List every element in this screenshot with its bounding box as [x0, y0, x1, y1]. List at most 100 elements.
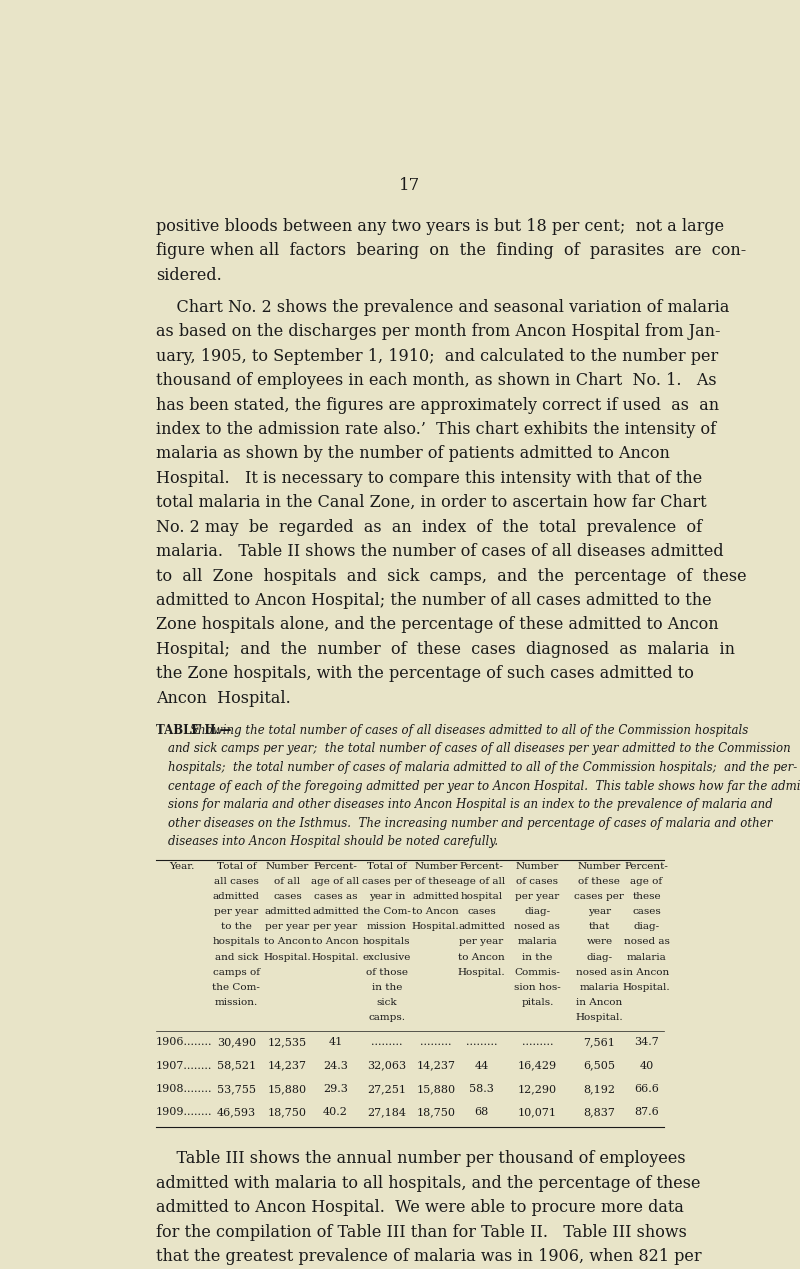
Text: Table III shows the annual number per thousand of employees: Table III shows the annual number per th… — [156, 1151, 686, 1167]
Text: malaria: malaria — [626, 953, 666, 962]
Text: 8,192: 8,192 — [583, 1084, 615, 1094]
Text: Year.: Year. — [170, 862, 195, 871]
Text: in Ancon: in Ancon — [576, 997, 622, 1008]
Text: Percent-: Percent- — [460, 862, 503, 871]
Text: that the greatest prevalence of malaria was in 1906, when 821 per: that the greatest prevalence of malaria … — [156, 1249, 702, 1265]
Text: malaria: malaria — [579, 983, 619, 992]
Text: the Zone hospitals, with the percentage of such cases admitted to: the Zone hospitals, with the percentage … — [156, 665, 694, 683]
Text: admitted: admitted — [264, 907, 311, 916]
Text: 14,237: 14,237 — [268, 1061, 307, 1071]
Text: diag-: diag- — [524, 907, 550, 916]
Text: of all: of all — [274, 877, 301, 886]
Text: to Ancon: to Ancon — [312, 938, 359, 947]
Text: and sick camps per year;  the total number of cases of all diseases per year adm: and sick camps per year; the total numbe… — [168, 742, 791, 755]
Text: in the: in the — [522, 953, 553, 962]
Text: 68: 68 — [474, 1108, 489, 1118]
Text: 32,063: 32,063 — [367, 1061, 406, 1071]
Text: nosed as: nosed as — [514, 923, 560, 931]
Text: admitted with malaria to all hospitals, and the percentage of these: admitted with malaria to all hospitals, … — [156, 1175, 700, 1192]
Text: 27,251: 27,251 — [367, 1084, 406, 1094]
Text: as based on the discharges per month from Ancon Hospital from Jan-: as based on the discharges per month fro… — [156, 324, 720, 340]
Text: camps.: camps. — [368, 1013, 406, 1022]
Text: 30,490: 30,490 — [217, 1037, 256, 1047]
Text: sions for malaria and other diseases into Ancon Hospital is an index to the prev: sions for malaria and other diseases int… — [168, 798, 773, 811]
Text: .........: ......... — [522, 1037, 553, 1047]
Text: TABLE II.—: TABLE II.— — [156, 723, 231, 737]
Text: 66.6: 66.6 — [634, 1084, 659, 1094]
Text: Commis-: Commis- — [514, 968, 560, 977]
Text: 58.3: 58.3 — [469, 1084, 494, 1094]
Text: the Com-: the Com- — [363, 907, 410, 916]
Text: Showing the total number of cases of all diseases admitted to all of the Commiss: Showing the total number of cases of all… — [190, 723, 748, 737]
Text: 1909........: 1909........ — [156, 1108, 212, 1118]
Text: 16,429: 16,429 — [518, 1061, 557, 1071]
Text: cases per: cases per — [574, 892, 624, 901]
Text: diag-: diag- — [634, 923, 659, 931]
Text: per year: per year — [266, 923, 310, 931]
Text: uary, 1905, to September 1, 1910;  and calculated to the number per: uary, 1905, to September 1, 1910; and ca… — [156, 348, 718, 364]
Text: Total of: Total of — [217, 862, 256, 871]
Text: Number: Number — [414, 862, 458, 871]
Text: 29.3: 29.3 — [323, 1084, 348, 1094]
Text: all cases: all cases — [214, 877, 259, 886]
Text: 46,593: 46,593 — [217, 1108, 256, 1118]
Text: cases per: cases per — [362, 877, 412, 886]
Text: 18,750: 18,750 — [416, 1108, 455, 1118]
Text: Hospital.: Hospital. — [458, 968, 506, 977]
Text: mission: mission — [366, 923, 406, 931]
Text: No. 2 may  be  regarded  as  an  index  of  the  total  prevalence  of: No. 2 may be regarded as an index of the… — [156, 519, 702, 536]
Text: to  all  Zone  hospitals  and  sick  camps,  and  the  percentage  of  these: to all Zone hospitals and sick camps, an… — [156, 567, 746, 585]
Text: positive bloods between any two years is but 18 per cent;  not a large: positive bloods between any two years is… — [156, 218, 724, 235]
Text: 1908........: 1908........ — [156, 1084, 212, 1094]
Text: of these: of these — [578, 877, 620, 886]
Text: Percent-: Percent- — [314, 862, 358, 871]
Text: for the compilation of Table III than for Table II.   Table III shows: for the compilation of Table III than fo… — [156, 1223, 686, 1241]
Text: sidered.: sidered. — [156, 266, 222, 283]
Text: Number: Number — [516, 862, 559, 871]
Text: 40.2: 40.2 — [323, 1108, 348, 1118]
Text: 10,071: 10,071 — [518, 1108, 557, 1118]
Text: of these: of these — [414, 877, 457, 886]
Text: to Ancon: to Ancon — [412, 907, 459, 916]
Text: exclusive: exclusive — [362, 953, 411, 962]
Text: admitted to Ancon Hospital.  We were able to procure more data: admitted to Ancon Hospital. We were able… — [156, 1199, 684, 1216]
Text: Hospital.: Hospital. — [622, 983, 670, 992]
Text: total malaria in the Canal Zone, in order to ascertain how far Chart: total malaria in the Canal Zone, in orde… — [156, 495, 706, 511]
Text: these: these — [632, 892, 661, 901]
Text: 34.7: 34.7 — [634, 1037, 659, 1047]
Text: 15,880: 15,880 — [416, 1084, 455, 1094]
Text: 14,237: 14,237 — [416, 1061, 455, 1071]
Text: year: year — [588, 907, 611, 916]
Text: hospitals: hospitals — [363, 938, 410, 947]
Text: index to the admission rate also.’  This chart exhibits the intensity of: index to the admission rate also.’ This … — [156, 421, 716, 438]
Text: pitals.: pitals. — [522, 997, 554, 1008]
Text: Number: Number — [578, 862, 621, 871]
Text: centage of each of the foregoing admitted per year to Ancon Hospital.  This tabl: centage of each of the foregoing admitte… — [168, 779, 800, 793]
Text: nosed as: nosed as — [577, 968, 622, 977]
Text: mission.: mission. — [214, 997, 258, 1008]
Text: malaria: malaria — [518, 938, 558, 947]
Text: 7,561: 7,561 — [583, 1037, 615, 1047]
Text: the Com-: the Com- — [213, 983, 260, 992]
Text: admitted: admitted — [213, 892, 260, 901]
Text: cases as: cases as — [314, 892, 358, 901]
Text: 8,837: 8,837 — [583, 1108, 615, 1118]
Text: malaria as shown by the number of patients admitted to Ancon: malaria as shown by the number of patien… — [156, 445, 670, 462]
Text: to the: to the — [221, 923, 252, 931]
Text: age of all: age of all — [311, 877, 360, 886]
Text: admitted: admitted — [412, 892, 459, 901]
Text: 24.3: 24.3 — [323, 1061, 348, 1071]
Text: Percent-: Percent- — [625, 862, 669, 871]
Text: Number: Number — [266, 862, 310, 871]
Text: sion hos-: sion hos- — [514, 983, 561, 992]
Text: .........: ......... — [466, 1037, 498, 1047]
Text: 58,521: 58,521 — [217, 1061, 256, 1071]
Text: Hospital.   It is necessary to compare this intensity with that of the: Hospital. It is necessary to compare thi… — [156, 470, 702, 487]
Text: to Ancon: to Ancon — [458, 953, 505, 962]
Text: thousand of employees in each month, as shown in Chart  No. 1.   As: thousand of employees in each month, as … — [156, 372, 717, 390]
Text: diseases into Ancon Hospital should be noted carefully.: diseases into Ancon Hospital should be n… — [168, 835, 498, 848]
Text: cases: cases — [273, 892, 302, 901]
Text: Hospital;  and  the  number  of  these  cases  diagnosed  as  malaria  in: Hospital; and the number of these cases … — [156, 641, 734, 657]
Text: that: that — [589, 923, 610, 931]
Text: Hospital.: Hospital. — [412, 923, 459, 931]
